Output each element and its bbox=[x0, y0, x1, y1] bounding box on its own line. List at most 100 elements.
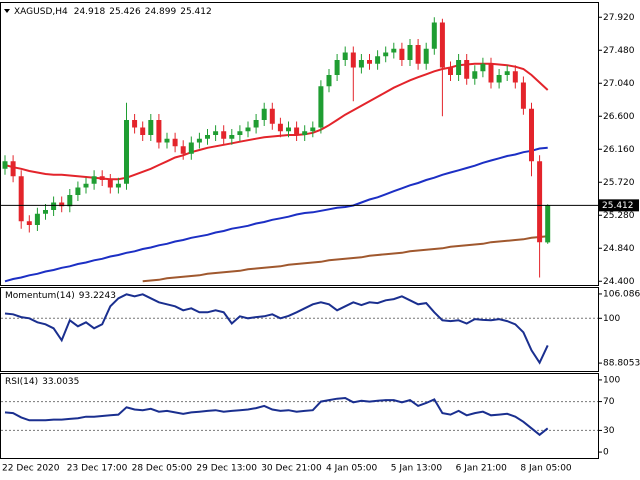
candle-body bbox=[326, 75, 332, 87]
y-tick-label: 27.040 bbox=[603, 79, 635, 89]
candle-body bbox=[229, 135, 235, 139]
candle-body bbox=[423, 48, 429, 64]
candle-body bbox=[488, 63, 494, 83]
candle-body bbox=[221, 131, 227, 139]
last-price-box bbox=[599, 199, 639, 212]
rsi-title: RSI(14) bbox=[5, 377, 38, 387]
candle-body bbox=[205, 135, 210, 139]
candle-body bbox=[180, 146, 186, 154]
moving-average bbox=[142, 235, 548, 283]
momentum-last: 93.2243 bbox=[79, 291, 116, 301]
candle-body bbox=[350, 52, 356, 68]
x-tick-label: 23 Dec 17:00 bbox=[67, 464, 128, 474]
candle-body bbox=[318, 86, 324, 128]
rsi-last: 33.0035 bbox=[42, 377, 79, 387]
candle-body bbox=[334, 60, 340, 75]
candle-body bbox=[2, 161, 8, 169]
candle-body bbox=[415, 45, 421, 64]
x-tick-label: 30 Dec 21:00 bbox=[261, 464, 322, 474]
main-header: XAGUSD,H4 24.918 25.426 24.899 25.412 bbox=[14, 7, 212, 17]
x-tick-label: 8 Jan 05:00 bbox=[520, 464, 572, 474]
candle-body bbox=[59, 202, 65, 207]
candle-body bbox=[124, 120, 129, 184]
candle-body bbox=[51, 202, 57, 210]
y-tick-label: 70 bbox=[603, 397, 615, 407]
candle-body bbox=[10, 161, 16, 177]
y-tick-label: 24.840 bbox=[603, 244, 635, 254]
candle-body bbox=[18, 176, 24, 222]
symbol: XAGUSD,H4 bbox=[14, 7, 68, 17]
last-high: 25.426 bbox=[109, 7, 141, 17]
candle-body bbox=[83, 183, 89, 188]
candle-body bbox=[132, 120, 138, 128]
y-tick-label: 24.400 bbox=[603, 277, 635, 287]
candle-body bbox=[148, 120, 154, 135]
y-tick-label: 25.720 bbox=[603, 178, 635, 188]
candle-body bbox=[464, 60, 470, 79]
candle-body bbox=[367, 60, 372, 64]
candle-body bbox=[188, 142, 194, 154]
candle-body bbox=[294, 127, 300, 135]
momentum-title: Momentum(14) bbox=[5, 291, 75, 301]
y-tick-label: 26.160 bbox=[603, 145, 635, 155]
candle-body bbox=[431, 22, 437, 49]
candle-body bbox=[115, 183, 121, 188]
candle-body bbox=[504, 71, 510, 75]
candle-body bbox=[26, 221, 32, 225]
y-tick-label: 30 bbox=[603, 426, 615, 436]
candle-body bbox=[456, 60, 462, 75]
candle-body bbox=[537, 161, 543, 243]
last-close: 25.412 bbox=[180, 7, 212, 17]
candle-body bbox=[520, 82, 526, 109]
candle-body bbox=[302, 131, 308, 135]
last-price-label: 25.412 bbox=[602, 201, 634, 211]
y-tick-label: 100 bbox=[603, 375, 620, 385]
candle-body bbox=[529, 108, 534, 162]
momentum-header: Momentum(14) 93.2243 bbox=[5, 291, 116, 301]
candle-body bbox=[156, 120, 162, 143]
candle-body bbox=[342, 52, 348, 60]
candle-body bbox=[399, 48, 405, 60]
x-tick-label: 22 Dec 2020 bbox=[2, 464, 60, 474]
y-tick-label: 25.280 bbox=[603, 211, 635, 221]
candle-body bbox=[472, 71, 478, 79]
candle-body bbox=[67, 195, 73, 207]
candle-body bbox=[91, 176, 97, 184]
indicator-line bbox=[4, 293, 549, 365]
main-panel bbox=[0, 2, 599, 286]
candle-body bbox=[34, 213, 40, 225]
candle-body bbox=[383, 52, 389, 57]
candle-body bbox=[269, 108, 275, 124]
candle-body bbox=[512, 71, 518, 83]
momentum-panel bbox=[0, 287, 599, 372]
candle-body bbox=[43, 210, 48, 214]
y-tick-label: 100 bbox=[603, 314, 620, 324]
candle-body bbox=[107, 180, 113, 188]
last-open: 24.918 bbox=[74, 7, 106, 17]
candle-body bbox=[172, 138, 178, 147]
candle-body bbox=[261, 108, 267, 120]
rsi-header: RSI(14) 33.0035 bbox=[5, 377, 79, 387]
candle-body bbox=[245, 127, 251, 132]
y-tick-label: 0 bbox=[603, 448, 609, 458]
candle-body bbox=[375, 56, 381, 64]
y-tick-label: 27.920 bbox=[603, 13, 635, 23]
y-tick-label: 27.480 bbox=[603, 46, 635, 56]
candle-body bbox=[448, 67, 453, 75]
x-tick-label: 28 Dec 05:00 bbox=[132, 464, 193, 474]
candle-body bbox=[75, 187, 81, 195]
candle-body bbox=[286, 127, 291, 132]
candle-body bbox=[99, 176, 105, 180]
x-tick-label: 4 Jan 05:00 bbox=[326, 464, 378, 474]
candle-body bbox=[310, 127, 316, 132]
last-low: 24.899 bbox=[145, 7, 177, 17]
candle-body bbox=[253, 120, 259, 128]
x-tick-label: 5 Jan 13:00 bbox=[391, 464, 443, 474]
candle-body bbox=[407, 45, 413, 60]
candle-body bbox=[391, 48, 397, 53]
candle-body bbox=[140, 127, 146, 135]
candle-body bbox=[358, 60, 364, 68]
y-tick-label: 106.0864 bbox=[603, 289, 640, 299]
